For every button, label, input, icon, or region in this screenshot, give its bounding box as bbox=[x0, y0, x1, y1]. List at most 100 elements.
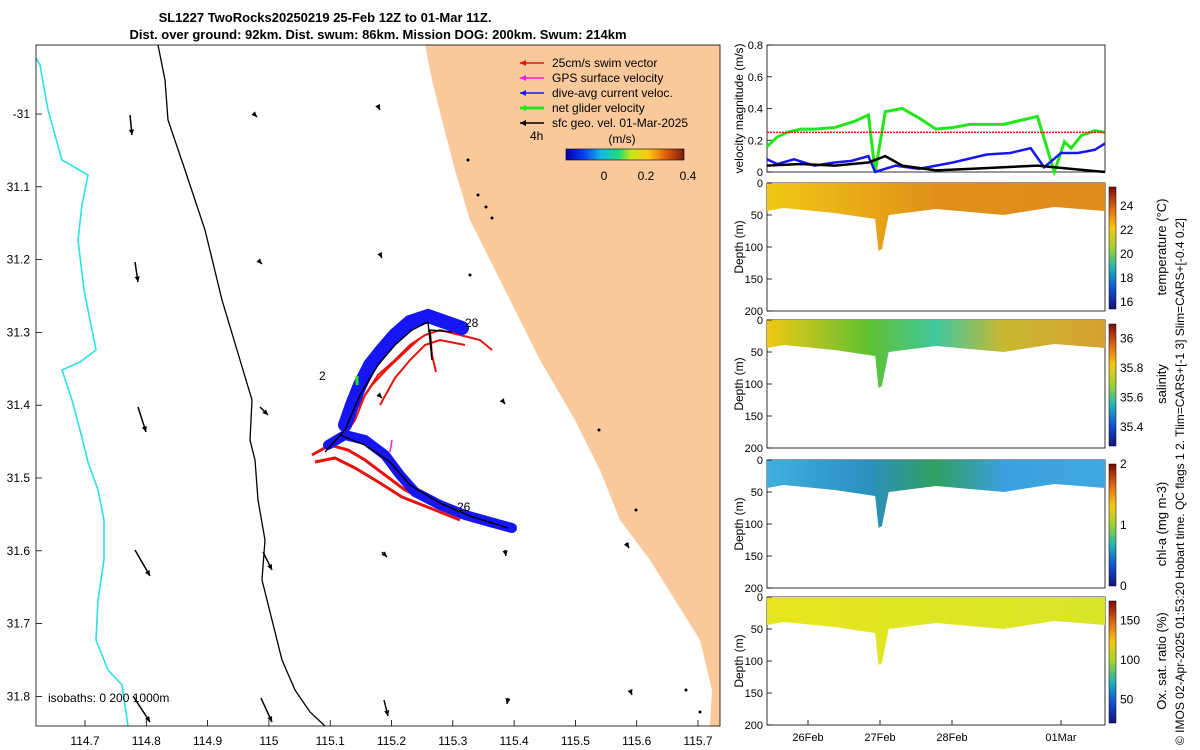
map-xtick-label-4: 115.1 bbox=[316, 734, 345, 748]
legend-label-0: 25cm/s swim vector bbox=[552, 56, 657, 70]
heatmap-2-cbar-label: chl-a (mg m-3) bbox=[1154, 482, 1169, 567]
heatmap-1-cbar-tick-1: 35.8 bbox=[1120, 361, 1144, 375]
velocity-ytick-label-4: 0.8 bbox=[748, 40, 763, 52]
heatmap-0-ytick-label-0: 0 bbox=[757, 178, 763, 190]
map-ytick-label-3: 31.3 bbox=[7, 325, 31, 339]
glider-track bbox=[311, 308, 517, 533]
time-xtick-label-1: 27Feb bbox=[864, 732, 895, 744]
heatmap-0-ytick-label-2: 100 bbox=[745, 242, 763, 254]
heatmap-2-cbar-tick-0: 2 bbox=[1120, 457, 1127, 471]
heatmap-data-1 bbox=[767, 320, 1105, 388]
heatmap-1-ytick-label-1: 50 bbox=[751, 347, 763, 359]
heatmap-1-ylabel: Depth (m) bbox=[732, 357, 746, 410]
heatmap-0-cbar-tick-1: 22 bbox=[1120, 223, 1134, 237]
legend-label-1: GPS surface velocity bbox=[552, 71, 663, 85]
heatmap-0-cbar-label: temperature (°C) bbox=[1154, 199, 1169, 296]
map-ytick-label-4: 31.4 bbox=[7, 398, 31, 412]
legend-arrowhead-2 bbox=[520, 90, 526, 96]
map-xtick-label-5: 115.2 bbox=[377, 734, 406, 748]
map-xtick-label-7: 115.4 bbox=[500, 734, 529, 748]
velocity-plot-frame bbox=[766, 44, 1106, 173]
legend-arrowhead-1 bbox=[520, 75, 526, 81]
geo-arrow-head-19 bbox=[627, 689, 633, 695]
heatmap-0-ytick-label-3: 150 bbox=[745, 274, 763, 286]
heatmap-1-ytick-label-4: 200 bbox=[745, 443, 763, 455]
geo-arrow-head-8 bbox=[376, 392, 382, 398]
heatmap-2-ylabel: Depth (m) bbox=[732, 497, 746, 550]
map-xtick-label-9: 115.6 bbox=[622, 734, 651, 748]
map-xtick-label-0: 114.7 bbox=[70, 734, 99, 748]
gps-velocity-arrow bbox=[389, 439, 393, 453]
speed-colorbar bbox=[565, 148, 685, 161]
islands bbox=[466, 158, 702, 714]
geo-arrow-head-16 bbox=[267, 716, 273, 722]
swim-vector-hatching-upper bbox=[344, 328, 493, 441]
velocity-series-2 bbox=[766, 154, 1106, 174]
heatmap-0-cbar-tick-3: 18 bbox=[1120, 271, 1134, 285]
heatmap-1-colorbar bbox=[1108, 323, 1117, 447]
heatmap-data-2 bbox=[767, 460, 1105, 528]
heatmap-0-cbar-tick-2: 20 bbox=[1120, 247, 1134, 261]
heatmap-0-ytick-label-1: 50 bbox=[751, 210, 763, 222]
geo-arrow-head-11 bbox=[267, 564, 272, 570]
heatmap-2-ytick-label-4: 200 bbox=[745, 583, 763, 595]
geo-arrow-head-2 bbox=[375, 104, 380, 110]
heatmap-2-ytick-label-1: 50 bbox=[751, 487, 763, 499]
heatmap-0-cbar-tick-0: 24 bbox=[1120, 199, 1134, 213]
heatmap-3-cbar-tick-0: 150 bbox=[1120, 614, 1140, 628]
heatmap-0-ylabel: Depth (m) bbox=[732, 220, 746, 273]
map-ytick-label-6: 31.6 bbox=[7, 544, 31, 558]
map-xtick-label-3: 115 bbox=[259, 734, 278, 748]
heatmap-data-0 bbox=[767, 183, 1105, 251]
legend-hours-label: 4h bbox=[530, 129, 543, 143]
heatmap-1-ytick-label-3: 150 bbox=[745, 411, 763, 423]
speed-colorbar-ticks: 0 0.2 0.4 bbox=[601, 169, 697, 183]
heatmap-1-ytick-label-2: 100 bbox=[745, 379, 763, 391]
map-ytick-label-8: 31.8 bbox=[7, 689, 31, 703]
speed-cbar-tick-1: 0.2 bbox=[638, 169, 655, 183]
map-xtick-label-1: 114.8 bbox=[132, 734, 161, 748]
geo-arrow-head-5 bbox=[377, 252, 382, 258]
geo-arrow-head-1 bbox=[251, 111, 257, 117]
heatmap-3-cbar-tick-2: 50 bbox=[1120, 692, 1134, 706]
geo-arrow-head-17 bbox=[384, 710, 390, 716]
legend-arrowhead-0 bbox=[520, 60, 526, 66]
heatmap-1-cbar-tick-2: 35.6 bbox=[1120, 390, 1144, 404]
map-xtick-label-10: 115.7 bbox=[683, 734, 712, 748]
heatmap-3-ytick-label-0: 0 bbox=[757, 592, 763, 604]
time-xtick-label-2: 28Feb bbox=[936, 732, 967, 744]
velocity-ytick-label-2: 0.4 bbox=[748, 104, 763, 116]
isobath-0m bbox=[35, 57, 129, 727]
legend-arrowhead-4 bbox=[520, 120, 526, 126]
title-line-1: SL1227 TwoRocks20250219 25-Feb 12Z to 01… bbox=[159, 10, 492, 25]
velocity-ytick-label-0: 0 bbox=[757, 167, 763, 179]
map-ytick-label-2: 31.2 bbox=[7, 253, 31, 267]
heatmap-1-cbar-label: salinity bbox=[1154, 364, 1169, 404]
heatmap-2-colorbar bbox=[1108, 463, 1117, 587]
heatmap-3-cbar-tick-1: 100 bbox=[1120, 653, 1140, 667]
speed-cbar-tick-2: 0.4 bbox=[680, 169, 697, 183]
day-label-26: 26 bbox=[457, 500, 471, 514]
heatmap-0-ytick-label-4: 200 bbox=[745, 306, 763, 318]
geo-arrow-head-9 bbox=[499, 398, 505, 404]
title-line-2: Dist. over ground: 92km. Dist. swum: 86k… bbox=[129, 27, 626, 42]
map-latitude-ticks: -31 31.1 31.2 31.3 31.4 31.5 31.6 31.7 31.8 bbox=[7, 107, 42, 703]
heatmap-0-colorbar bbox=[1108, 186, 1117, 310]
geo-arrow-head-10 bbox=[145, 570, 150, 576]
heatmap-1-ytick-label-0: 0 bbox=[757, 315, 763, 327]
map-longitude-ticks: 114.7 114.8 114.9 115 115.1 115.2 115.3 115.4 11… bbox=[70, 720, 713, 748]
map-ytick-label-7: 31.7 bbox=[7, 617, 31, 631]
heatmap-3-colorbar bbox=[1108, 600, 1117, 724]
map-xtick-label-8: 115.5 bbox=[561, 734, 590, 748]
map-ytick-label-0: -31 bbox=[13, 107, 31, 121]
time-xtick-label-0: 26Feb bbox=[792, 732, 823, 744]
glider-track-line bbox=[324, 320, 509, 529]
geo-arrow-head-4 bbox=[256, 258, 262, 264]
heatmap-0-cbar-tick-4: 16 bbox=[1120, 295, 1134, 309]
legend-label-2: dive-avg current veloc. bbox=[552, 86, 673, 100]
day-label-2: 2 bbox=[319, 369, 326, 383]
isobaths-label: isobaths: 0 200 1000m bbox=[48, 691, 169, 705]
